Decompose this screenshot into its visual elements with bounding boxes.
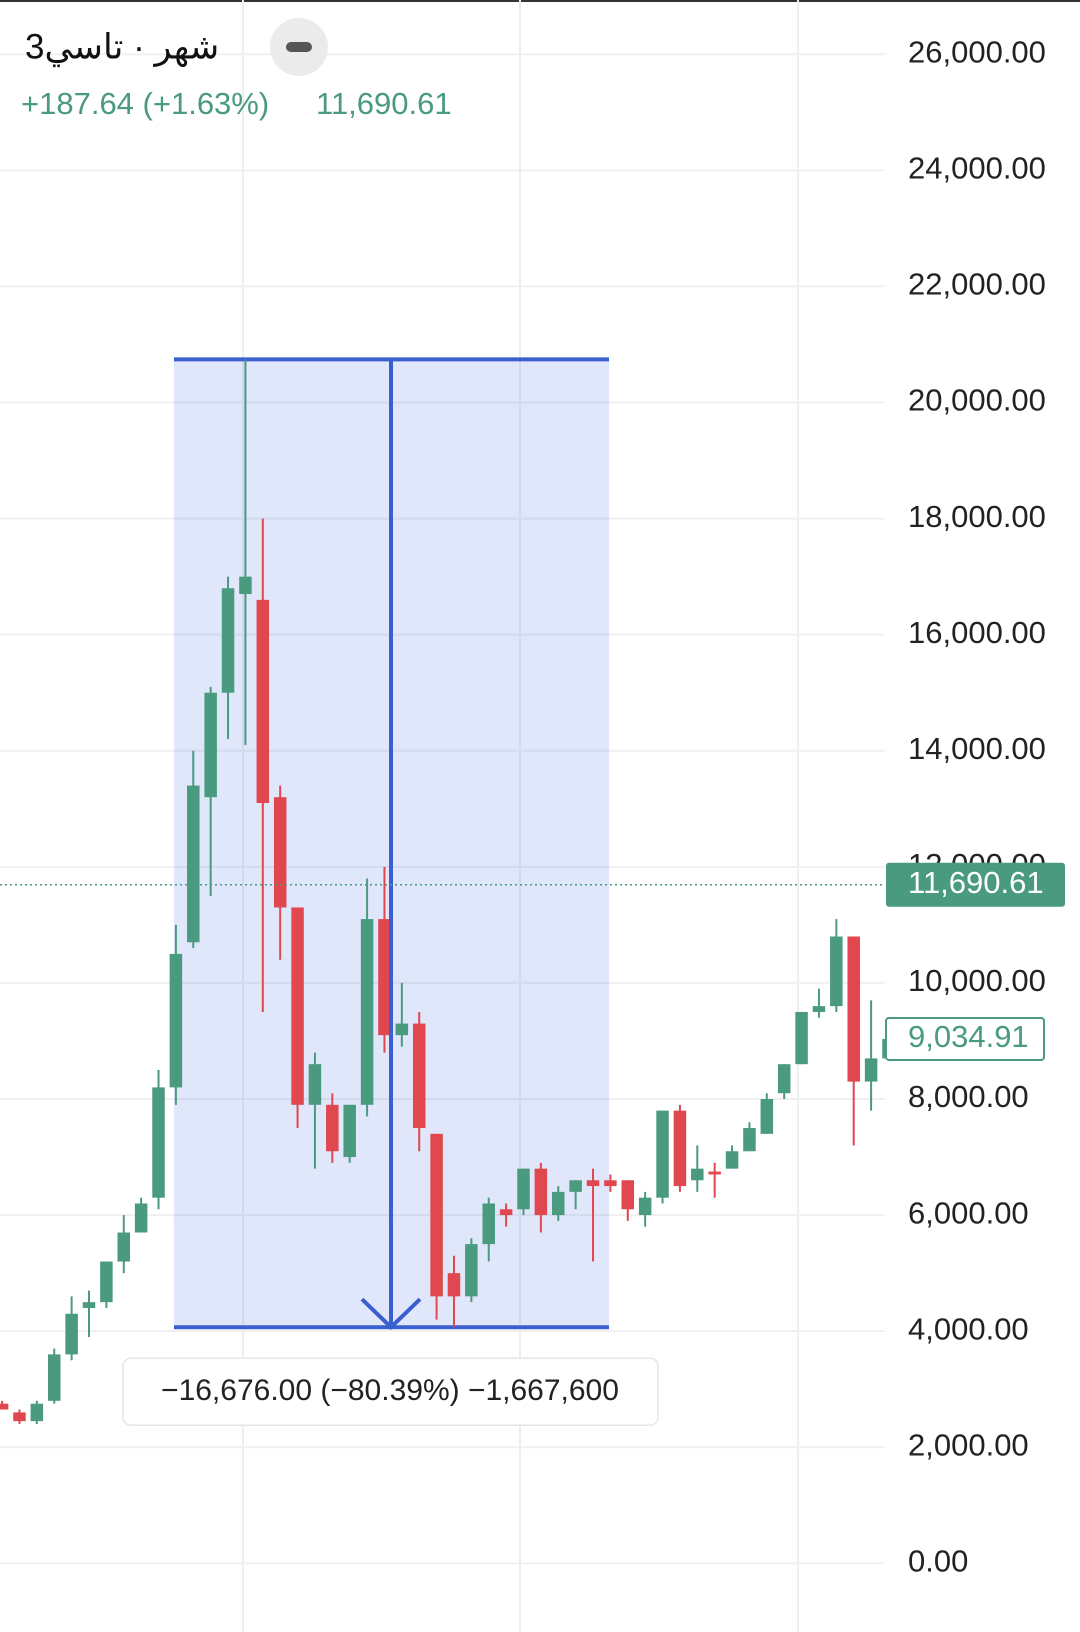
candles [0, 359, 885, 1425]
candle-body [308, 1064, 322, 1105]
candle-body [412, 1023, 426, 1129]
chart-title: 3شهر · تاسي [25, 27, 219, 67]
candle-body [708, 1171, 721, 1175]
candle-body [169, 953, 183, 1088]
marker-price-box [885, 1016, 1045, 1061]
y-tick-label: 4,000.00 [908, 1311, 1029, 1346]
candle-body [725, 1151, 739, 1169]
overlay: −16,676.00 (−80.39%) −1,667,600 11,690.61… [0, 359, 1065, 1426]
candle-body [882, 1038, 885, 1059]
candle-body [847, 936, 860, 1082]
candle-body [13, 1412, 26, 1422]
y-tick-label: 16,000.00 [908, 615, 1046, 650]
candle-body [30, 1403, 44, 1422]
y-tick-label: 18,000.00 [908, 499, 1046, 534]
candle-body [82, 1302, 96, 1308]
candle-body [239, 576, 252, 595]
candle-body [465, 1244, 478, 1297]
candle-body [378, 919, 391, 1036]
measure-arrowhead [360, 1297, 422, 1331]
candle-body [534, 1168, 548, 1216]
candle-body [743, 1128, 756, 1152]
candle-body [656, 1110, 669, 1198]
candle-body [447, 1273, 461, 1297]
measure-label-box [122, 1357, 659, 1426]
y-tick-label: 14,000.00 [908, 731, 1046, 766]
candle-body [638, 1197, 652, 1216]
last-price-box [886, 862, 1065, 907]
candle-body [482, 1203, 495, 1245]
candle-body [552, 1191, 565, 1216]
grid [0, 0, 885, 1632]
candle-body [795, 1011, 808, 1065]
candle-body [291, 907, 304, 1105]
candle-body [204, 692, 217, 798]
candle-body [65, 1313, 78, 1355]
last-price-label: 11,690.61 [908, 865, 1044, 900]
candle-body [256, 599, 270, 803]
candle-body [430, 1133, 443, 1297]
candle-body [830, 936, 843, 1007]
candle-body [517, 1168, 530, 1210]
candle-body [777, 1064, 791, 1094]
y-axis: 0.00 2,000.00 4,000.00 6,000.00 8,000.00 10,0… [908, 34, 1046, 1578]
y-tick-label: 24,000.00 [908, 151, 1046, 186]
y-tick-label: 6,000.00 [908, 1195, 1029, 1230]
candle-body [0, 1403, 9, 1410]
candle-body [586, 1180, 600, 1187]
y-tick-label: 8,000.00 [908, 1079, 1029, 1114]
y-tick-label: 2,000.00 [908, 1427, 1029, 1462]
candle-body [47, 1354, 61, 1401]
candle-body [673, 1110, 687, 1187]
candle-body [569, 1180, 582, 1192]
candle-body [760, 1099, 774, 1134]
y-tick-label: 22,000.00 [908, 267, 1046, 302]
candle-body [100, 1261, 113, 1303]
y-tick-label: 26,000.00 [908, 34, 1046, 69]
candle-body [117, 1232, 131, 1262]
candle-body [604, 1180, 617, 1187]
y-tick-label: 10,000.00 [908, 963, 1046, 998]
candle-body [343, 1104, 356, 1158]
measure-label: −16,676.00 (−80.39%) −1,667,600 [161, 1374, 619, 1407]
y-tick-label: 0.00 [908, 1544, 968, 1579]
candle-body [812, 1006, 826, 1012]
candle-body [395, 1023, 409, 1036]
marker-price-label: 9,034.91 [908, 1019, 1029, 1054]
candle-body [221, 588, 235, 693]
candle-body [864, 1058, 878, 1082]
header-price: 11,690.61 [316, 86, 452, 121]
y-tick-label: 20,000.00 [908, 383, 1046, 418]
candle-body [621, 1180, 635, 1210]
candle-body [360, 919, 374, 1105]
candle-body [691, 1168, 704, 1181]
collapse-icon [286, 42, 312, 52]
candle-body [187, 785, 200, 943]
candle-body [134, 1203, 148, 1233]
candle-body [326, 1104, 339, 1152]
candle-body [499, 1209, 513, 1216]
candle-body [273, 797, 287, 908]
change-label: +187.64 (+1.63%) [21, 86, 269, 121]
candle-body [152, 1087, 165, 1198]
